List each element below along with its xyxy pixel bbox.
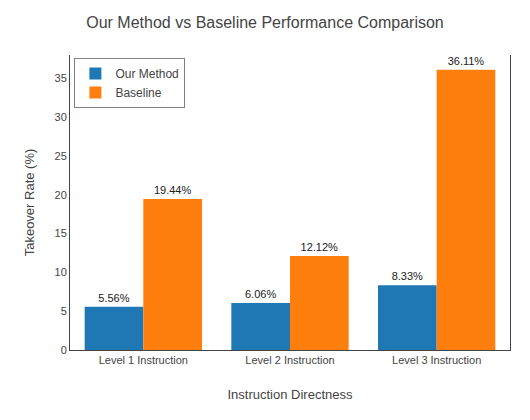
svg-text:35: 35 (55, 72, 67, 84)
svg-text:Our Method vs Baseline Perform: Our Method vs Baseline Performance Compa… (86, 14, 444, 31)
svg-text:Our Method: Our Method (115, 67, 178, 81)
svg-text:30: 30 (55, 111, 67, 123)
svg-text:5: 5 (61, 305, 67, 317)
svg-text:Level 3 Instruction: Level 3 Instruction (392, 354, 481, 366)
svg-text:Baseline: Baseline (115, 86, 161, 100)
svg-text:19.44%: 19.44% (154, 184, 192, 196)
svg-text:12.12%: 12.12% (301, 241, 339, 253)
svg-text:10: 10 (55, 266, 67, 278)
svg-text:Takeover Rate (%): Takeover Rate (%) (22, 149, 37, 257)
svg-text:36.11%: 36.11% (448, 55, 485, 67)
svg-text:20: 20 (55, 189, 67, 201)
svg-text:8.33%: 8.33% (392, 270, 423, 282)
svg-text:15: 15 (55, 227, 67, 239)
svg-text:Level 2 Instruction: Level 2 Instruction (245, 354, 334, 366)
svg-text:Instruction Directness: Instruction Directness (228, 387, 353, 402)
svg-text:25: 25 (55, 150, 67, 162)
svg-text:6.06%: 6.06% (245, 288, 276, 300)
svg-text:Level 1 Instruction: Level 1 Instruction (99, 354, 188, 366)
svg-text:5.56%: 5.56% (98, 292, 129, 304)
svg-text:0: 0 (61, 344, 67, 356)
